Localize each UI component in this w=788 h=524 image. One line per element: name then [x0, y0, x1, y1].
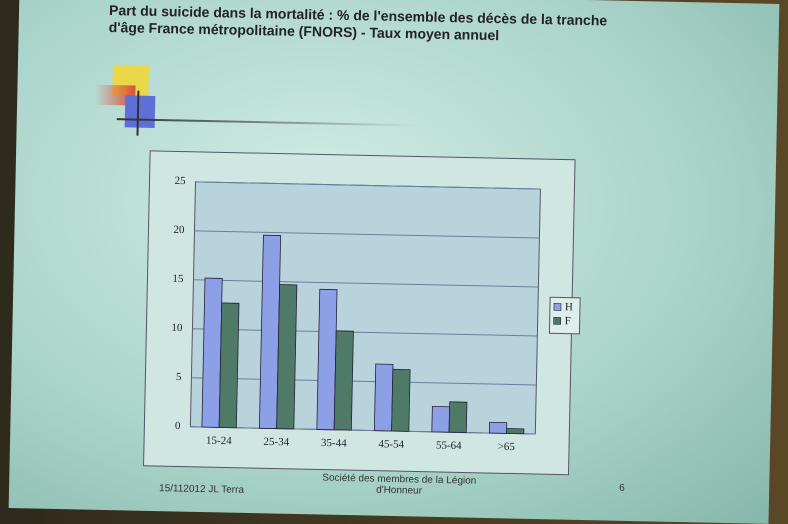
x-tick-label: >65 [498, 441, 516, 453]
bar [317, 289, 337, 429]
x-tick-label: 45-54 [378, 438, 404, 451]
page: Part du suicide dans la mortalité : % de… [0, 0, 788, 518]
bar [374, 364, 393, 431]
y-tick-label: 15 [172, 273, 184, 285]
y-tick-label: 20 [173, 224, 185, 236]
x-tick-label: 25-34 [263, 436, 289, 449]
bar [507, 428, 524, 433]
chart: 0 5 10 15 20 25 15-24 25-34 35-44 45-54 55-64 >65 HF [9, 0, 780, 524]
x-tick-label: 35-44 [321, 437, 347, 450]
x-tick-label: 15-24 [206, 435, 232, 448]
bar [334, 331, 353, 430]
bar [277, 285, 297, 429]
bar [489, 422, 506, 433]
footer-left: 15/112012 JL Terra [159, 483, 244, 496]
bar [449, 402, 467, 433]
legend-label: F [565, 315, 571, 327]
legend-label: H [565, 301, 573, 313]
plot-area [190, 182, 540, 434]
slide: Part du suicide dans la mortalité : % de… [9, 0, 780, 524]
bar [219, 303, 239, 428]
y-tick-label: 25 [174, 175, 186, 187]
bar [432, 406, 450, 432]
page-number: 6 [619, 483, 625, 494]
y-tick-label: 10 [171, 322, 183, 334]
bar [202, 278, 222, 427]
legend-swatch [554, 303, 561, 310]
legend-swatch [554, 317, 561, 324]
y-tick-label: 0 [175, 420, 181, 432]
bar [392, 369, 411, 431]
y-tick-label: 5 [176, 371, 182, 383]
footer-center: Société des membres de la Légion d'Honne… [319, 472, 479, 497]
x-tick-label: 55-64 [436, 439, 462, 452]
